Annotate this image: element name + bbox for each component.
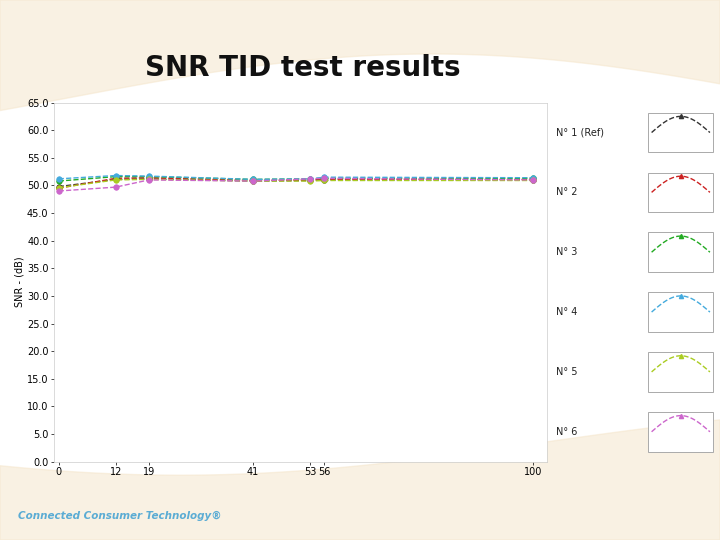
Bar — [649, 173, 713, 212]
Text: N° 2: N° 2 — [556, 187, 577, 198]
Y-axis label: SNR - (dB): SNR - (dB) — [14, 257, 24, 307]
Text: Connected Consumer Technology®: Connected Consumer Technology® — [18, 511, 222, 521]
Bar — [649, 113, 713, 152]
Text: N° 5: N° 5 — [556, 367, 577, 377]
Bar — [649, 292, 713, 332]
Text: N° 6: N° 6 — [556, 427, 577, 437]
Text: SNR TID test results: SNR TID test results — [145, 53, 460, 82]
Text: N° 4: N° 4 — [556, 307, 577, 317]
Bar — [649, 233, 713, 272]
Bar — [649, 412, 713, 451]
Bar — [649, 352, 713, 392]
Text: N° 3: N° 3 — [556, 247, 577, 257]
Text: N° 1 (Ref): N° 1 (Ref) — [556, 127, 604, 138]
